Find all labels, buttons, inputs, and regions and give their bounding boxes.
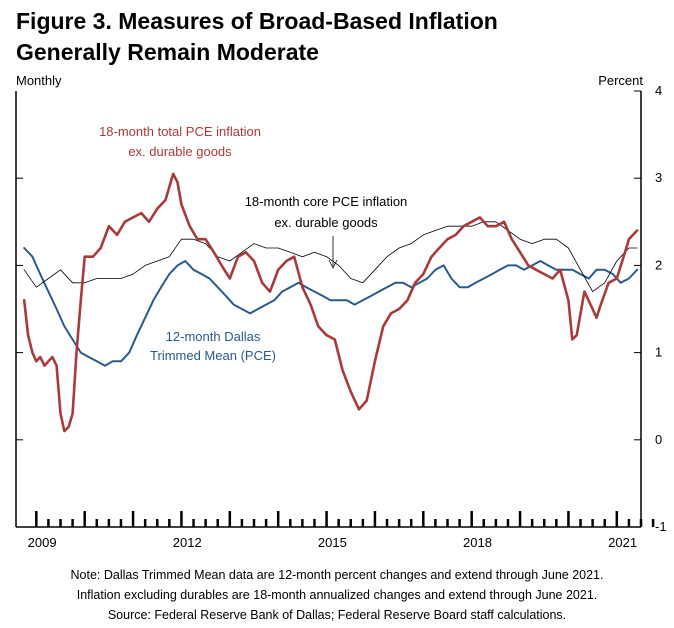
note-line-2: Inflation excluding durables are 18-mont… (76, 588, 598, 602)
chart-title: Figure 3. Measures of Broad-Based Inflat… (16, 6, 666, 68)
x-tick-label: 2009 (28, 535, 57, 550)
y-tick-label: 3 (655, 170, 662, 185)
series-annotations: 18-month total PCE inflation ex. durable … (99, 124, 407, 363)
annotation-core: ex. durable goods (274, 215, 378, 230)
series-line-total (22, 172, 639, 433)
left-axis-label: Monthly (16, 73, 62, 88)
y-tick-label: 0 (655, 432, 662, 447)
y-tick-label: 1 (655, 345, 662, 360)
y-tick-label: 4 (655, 83, 662, 98)
x-tick-label: 2018 (463, 535, 492, 550)
notes: Note: Dallas Trimmed Mean data are 12-mo… (0, 565, 674, 625)
x-tick-label: 2021 (608, 535, 637, 550)
x-tick-label: 2015 (318, 535, 347, 550)
title-line-2: Generally Remain Moderate (16, 39, 319, 65)
series-line-dallas (23, 247, 639, 367)
note-line-1: Note: Dallas Trimmed Mean data are 12-mo… (70, 568, 604, 582)
x-tick-label: 2012 (173, 535, 202, 550)
annotation-dallas: 12-month Dallas (166, 329, 261, 344)
annotation-total: 18-month total PCE inflation (99, 124, 261, 139)
series-lines (22, 172, 639, 433)
y-tick-label: 2 (655, 257, 662, 272)
axis-ticks (16, 90, 655, 528)
source-line: Source: Federal Reserve Bank of Dallas; … (107, 608, 567, 622)
annotation-dallas: Trimmed Mean (PCE) (150, 348, 276, 363)
line-chart: -1 0 1 2 3 4 2009 2012 2015 2018 2021 Monthly Percen… (15, 73, 667, 550)
right-axis-label: Percent (598, 73, 643, 88)
annotation-core-arrowhead (328, 259, 338, 269)
y-tick-label: -1 (655, 519, 667, 534)
plot-frame (15, 91, 642, 528)
axis-labels: -1 0 1 2 3 4 2009 2012 2015 2018 2021 Monthly Percen… (16, 73, 667, 550)
annotation-core: 18-month core PCE inflation (245, 194, 408, 209)
annotation-total: ex. durable goods (128, 144, 232, 159)
title-line-1: Figure 3. Measures of Broad-Based Inflat… (16, 8, 498, 34)
